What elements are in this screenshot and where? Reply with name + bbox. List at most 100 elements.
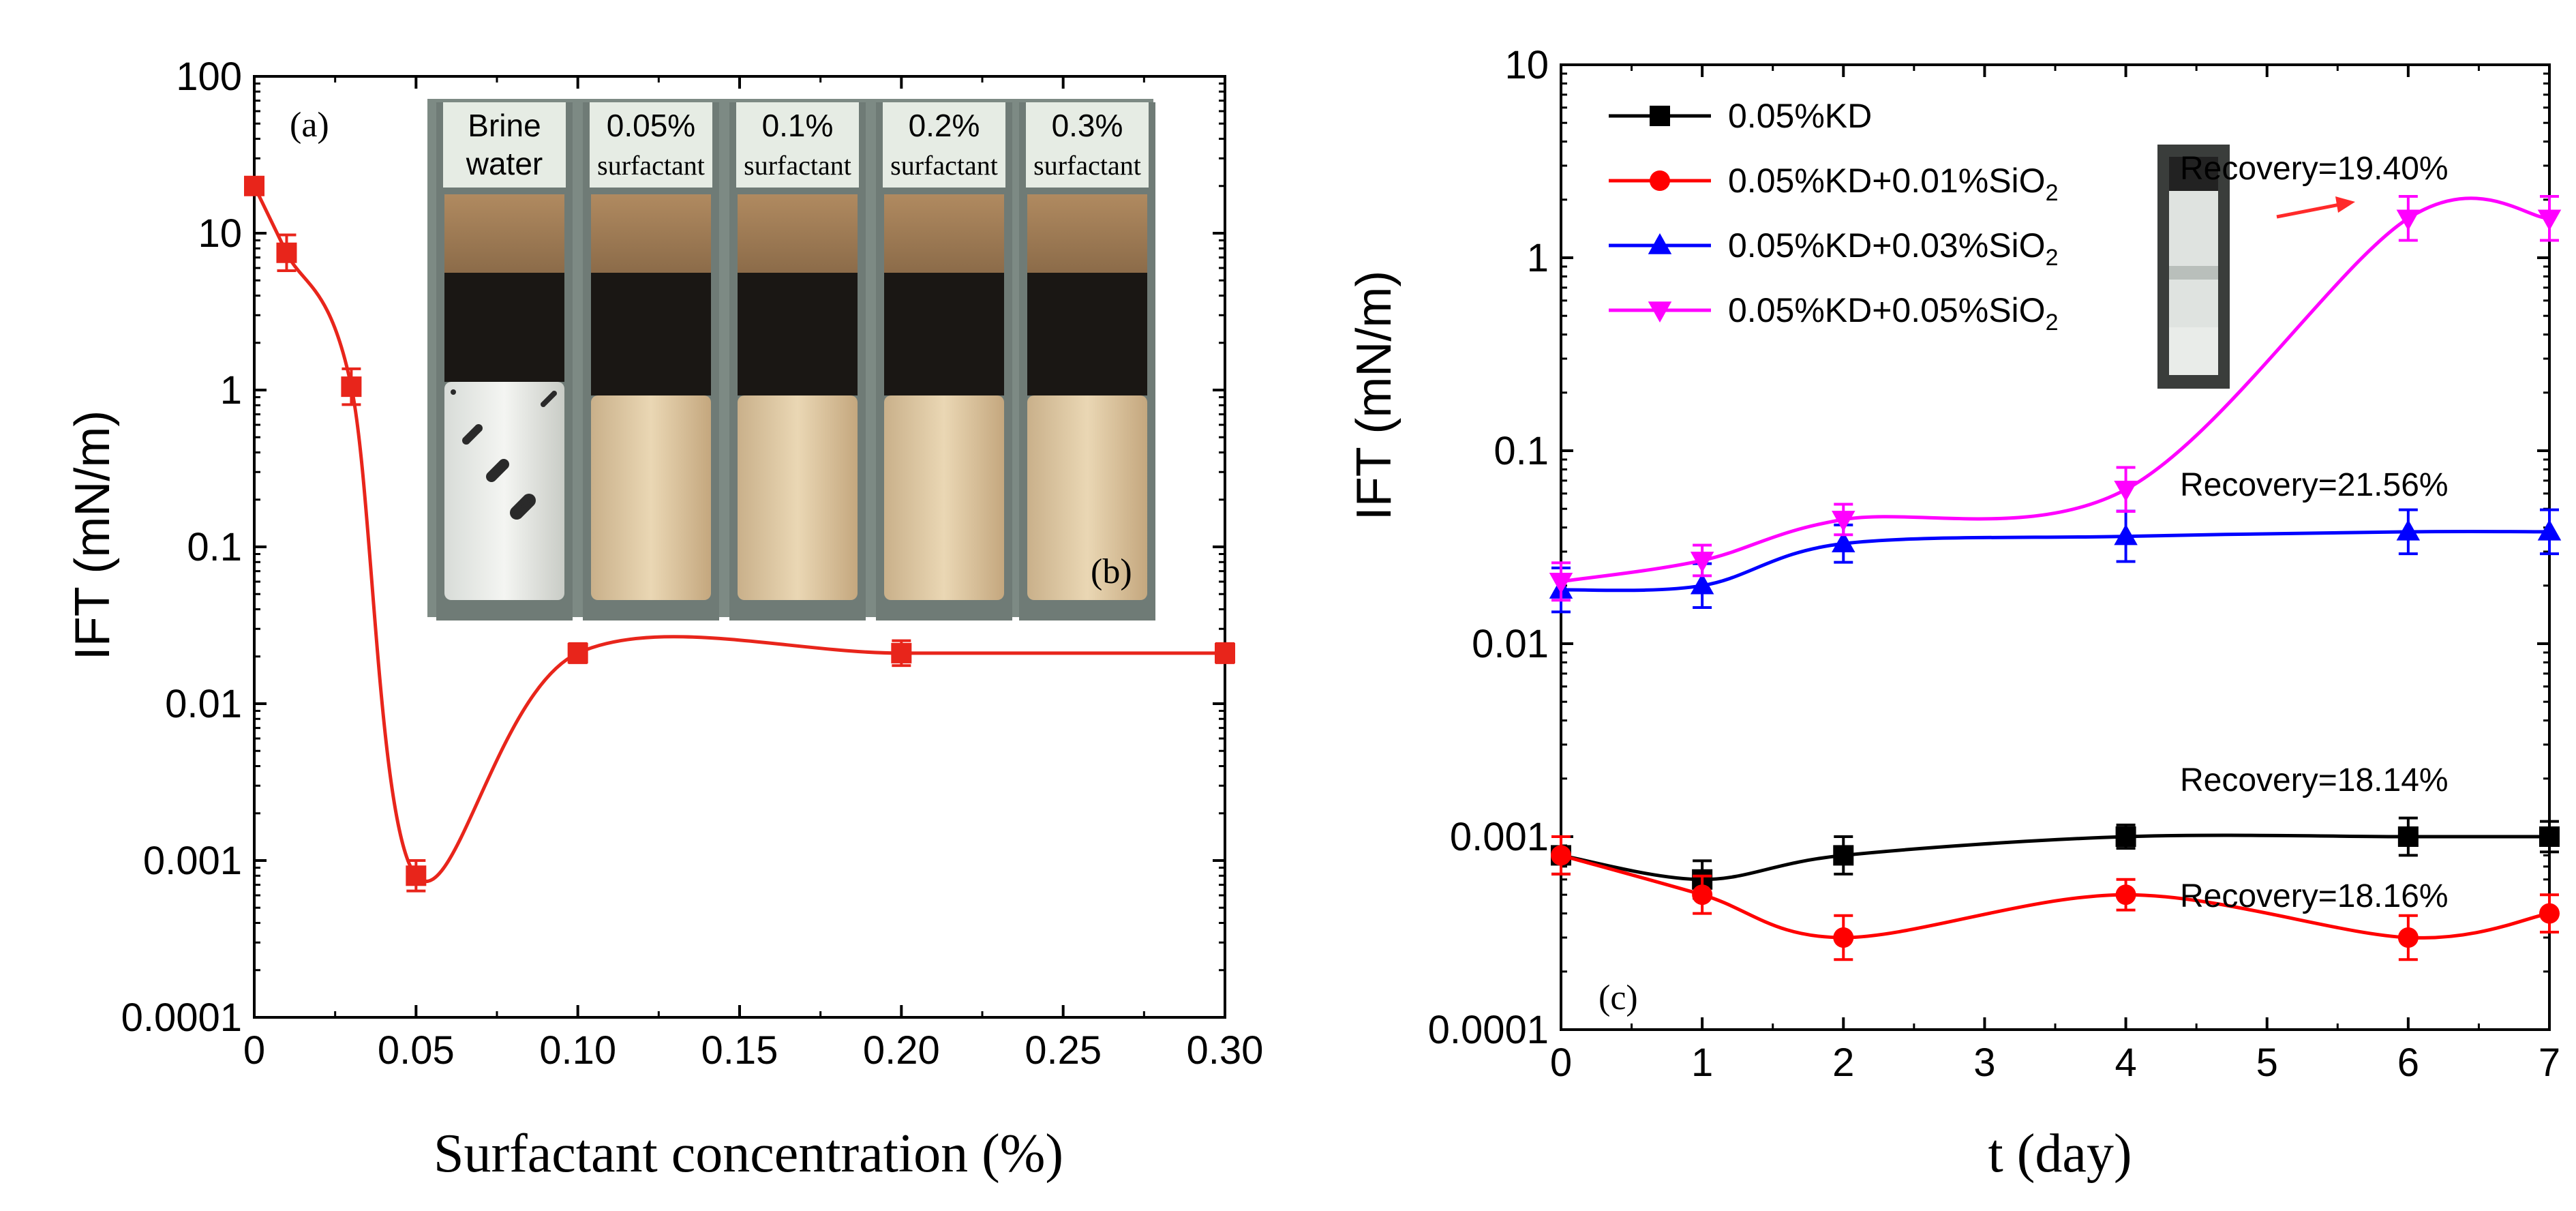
annotation-recovery-magenta: Recovery=19.40% xyxy=(2180,151,2449,187)
oil-droplet xyxy=(510,506,524,520)
y-axis-title-c: IFT (mN/m) xyxy=(1347,271,1401,521)
legend-item: 0.05%KD+0.03%SiO2 xyxy=(1609,226,2058,271)
data-point xyxy=(1833,927,1854,948)
oil-droplet xyxy=(462,436,470,445)
x-tick-label: 2 xyxy=(1832,1041,1854,1085)
vial-foam xyxy=(444,194,564,276)
vial-label-line2: water xyxy=(466,146,543,181)
legend-label: 0.05%KD+0.05%SiO2 xyxy=(1728,291,2058,335)
vial-oil xyxy=(738,273,858,395)
vial-oil xyxy=(1027,273,1147,395)
data-point xyxy=(1832,531,1855,553)
legend-marker xyxy=(1648,301,1672,323)
annotation-recovery-blue: Recovery=21.56% xyxy=(2180,467,2449,503)
y-tick-label: 10 xyxy=(1504,43,1549,87)
data-point xyxy=(2396,209,2421,231)
vial-label-line1: 0.1% xyxy=(762,108,834,143)
data-point xyxy=(244,175,264,196)
y-tick-label: 0.01 xyxy=(1472,622,1549,666)
single-vial-inset xyxy=(2157,145,2230,389)
annotation-arrow xyxy=(2276,196,2355,219)
oil-droplet xyxy=(486,471,497,482)
x-tick-label: 0.20 xyxy=(863,1028,940,1073)
data-point xyxy=(2115,826,2136,847)
data-point xyxy=(891,642,912,663)
x-tick-label: 4 xyxy=(2115,1041,2136,1085)
y-tick-label: 10 xyxy=(198,211,242,256)
vial-foam xyxy=(884,194,1004,276)
vial-label-line2: surfactant xyxy=(744,150,851,181)
x-tick-label: 0.30 xyxy=(1187,1028,1264,1073)
vial-oil xyxy=(884,273,1004,395)
vial-liquid xyxy=(444,382,564,600)
vial: 0.3% surfactant xyxy=(1019,102,1155,621)
x-tick-label: 1 xyxy=(1691,1041,1713,1085)
y-tick-label: 0.01 xyxy=(165,682,242,726)
data-point xyxy=(2397,927,2419,948)
data-point xyxy=(1832,511,1855,532)
data-point xyxy=(1690,573,1714,595)
vial: 0.2% surfactant xyxy=(876,102,1012,621)
vial-label-line1: Brine xyxy=(468,108,541,143)
data-point xyxy=(1551,845,1571,866)
vial-label-card xyxy=(736,102,859,188)
vial-liquid xyxy=(591,395,711,600)
x-tick-label: 5 xyxy=(2256,1041,2278,1085)
vial: 0.05% surfactant xyxy=(583,102,719,621)
legend-marker xyxy=(1650,106,1670,126)
vial-liquid xyxy=(738,395,858,600)
y-tick-label: 0.1 xyxy=(187,525,242,569)
data-point xyxy=(2114,524,2138,545)
vial-label-card xyxy=(883,102,1005,188)
oil-droplet xyxy=(541,402,546,407)
data-point xyxy=(2396,519,2421,541)
data-point xyxy=(2539,903,2560,924)
y-tick-label: 100 xyxy=(176,55,242,99)
data-point xyxy=(276,242,297,263)
vial-foam xyxy=(738,194,858,276)
vial-oil xyxy=(444,273,564,382)
vial-oil xyxy=(591,273,711,395)
x-tick-label: 0.10 xyxy=(539,1028,616,1073)
data-point xyxy=(1833,845,1854,866)
vial-label-card xyxy=(590,102,712,188)
vial-foam xyxy=(591,194,711,276)
legend-item: 0.05%KD xyxy=(1609,97,1872,135)
vial-label-line1: 0.2% xyxy=(909,108,980,143)
y-tick-label: 1 xyxy=(220,368,242,413)
vial: 0.1% surfactant xyxy=(729,102,866,621)
chart-panel-c: 0.0001 0.001 0.01 0.1 1 10 0 1 2 3 4 5 6 7 (c) Recove… xyxy=(1347,43,2562,1184)
vial-label-line1: 0.05% xyxy=(607,108,695,143)
x-tick-label: 0 xyxy=(1550,1041,1572,1085)
x-tick-label: 0.25 xyxy=(1025,1028,1102,1073)
vial-foam xyxy=(1027,194,1147,276)
vial-label-line1: 0.3% xyxy=(1052,108,1123,143)
vial-label-line2: surfactant xyxy=(890,150,998,181)
annotation-recovery-black: Recovery=18.14% xyxy=(2180,762,2449,798)
panel-label-a: (a) xyxy=(290,106,329,145)
legend-subscript: 2 xyxy=(2046,245,2059,271)
data-point xyxy=(1690,552,1714,573)
data-point xyxy=(2537,209,2562,231)
vial-photo-inset: Brinewater0.05%surfactant0.1%surfactant0… xyxy=(427,99,1155,621)
vial-label-line2: surfactant xyxy=(1033,150,1141,181)
legend-label: 0.05%KD+0.03%SiO2 xyxy=(1728,226,2058,271)
y-tick-label: 0.1 xyxy=(1494,429,1549,473)
y-tick-label: 0.0001 xyxy=(121,996,242,1040)
data-point xyxy=(1215,642,1235,663)
x-tick-label: 0.05 xyxy=(378,1028,455,1073)
vial-label-card xyxy=(443,102,566,188)
x-tick-label: 6 xyxy=(2397,1041,2419,1085)
oil-droplet xyxy=(451,389,456,395)
inset-panel-label: (b) xyxy=(1091,552,1132,591)
data-point xyxy=(341,376,362,398)
legend-label: 0.05%KD+0.01%SiO2 xyxy=(1728,162,2058,206)
data-point xyxy=(1549,573,1573,594)
annotation-recovery-red: Recovery=18.16% xyxy=(2180,878,2449,914)
legend-subscript: 2 xyxy=(2046,310,2059,335)
x-axis-title-a: Surfactant concentration (%) xyxy=(434,1124,1063,1184)
data-point xyxy=(406,865,427,886)
legend: 0.05%KD 0.05%KD+0.01%SiO2 0.05%KD+0.03%SiO… xyxy=(1609,97,2058,335)
